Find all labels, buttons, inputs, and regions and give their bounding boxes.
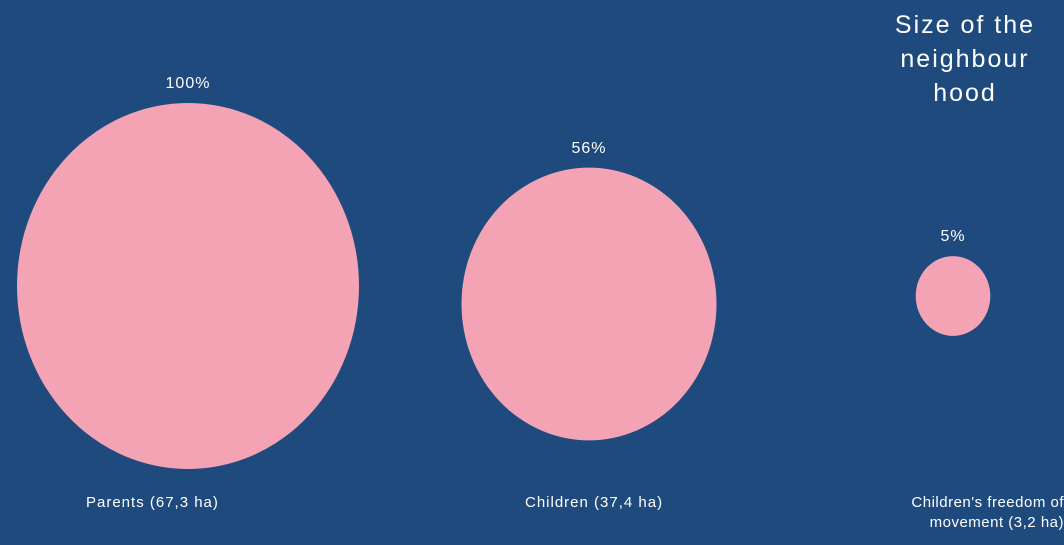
category-label-children: Children (37,4 ha) (525, 494, 664, 511)
category-label-parents: Parents (67,3 ha) (86, 494, 219, 511)
chart-title: Size of the neighbour hood (894, 11, 1036, 107)
percent-label-children: 56% (571, 139, 607, 157)
bubble-children (461, 167, 717, 441)
bubble-freedom (915, 256, 991, 336)
percent-label-freedom: 5% (940, 228, 966, 246)
percent-label-parents: 100% (165, 75, 211, 92)
bubble-parents (17, 103, 359, 469)
category-label-freedom: Children's freedom of movement (3,2 ha) (911, 494, 1064, 531)
